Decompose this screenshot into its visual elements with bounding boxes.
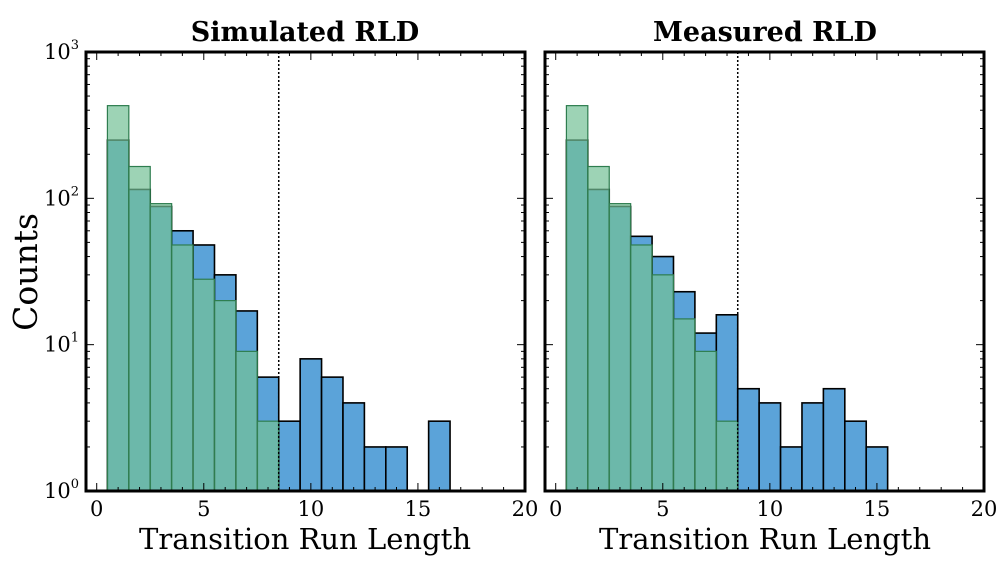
right-tick-labels: 0 5 10 15 20: [549, 497, 997, 521]
right-green-bar: [715, 420, 739, 492]
left-x-tick-label: 20: [512, 497, 539, 521]
left-green-bar: [256, 420, 280, 492]
right-green-bar: [630, 244, 653, 492]
right-x-tick-label: 5: [656, 497, 669, 521]
left-x-axis-label: Transition Run Length: [139, 522, 471, 556]
left-blue-bar: [385, 446, 409, 492]
left-y-tick-label: 102: [44, 184, 79, 210]
right-x-tick-label: 0: [549, 497, 562, 521]
left-blue-bar: [427, 420, 451, 492]
left-blue-bar: [299, 358, 323, 492]
left-green-bar: [213, 300, 237, 492]
right-x-tick-label: 10: [756, 497, 783, 521]
right-x-tick-label: 20: [971, 497, 998, 521]
left-x-tick-label: 10: [297, 497, 324, 521]
right-blue-bar: [779, 446, 803, 492]
right-green-bar: [587, 165, 610, 492]
left-y-tick-label: 103: [44, 38, 79, 64]
right-green-bar: [672, 318, 696, 492]
right-x-tick-label: 15: [864, 497, 891, 521]
right-blue-bar: [801, 402, 825, 492]
left-green-bar: [149, 203, 173, 492]
left-x-tick-label: 5: [197, 497, 210, 521]
right-panel-bars: [565, 105, 889, 492]
right-blue-bar: [736, 387, 760, 492]
left-plot-frame: [84, 50, 527, 493]
right-blue-bar: [844, 420, 868, 492]
right-x-axis-label: Transition Run Length: [599, 522, 931, 556]
right-green-bar: [651, 274, 675, 492]
right-blue-bar: [758, 402, 782, 492]
left-green-bar: [128, 165, 151, 492]
right-green-bar: [565, 105, 589, 492]
y-axis-label: Counts: [6, 213, 45, 331]
left-panel: Simulated RLD 0 5 10 15 20 100 101 102 103 Trans…: [44, 17, 538, 556]
left-green-bar: [192, 278, 216, 492]
left-y-tick-label: 100: [44, 477, 79, 503]
right-plot-frame: [543, 50, 986, 493]
left-x-tick-label: 0: [90, 497, 103, 521]
left-green-bar: [171, 244, 194, 492]
right-panel: Measured RLD 0 5 10 15 20 Transition Run Len…: [543, 17, 997, 556]
right-green-bar: [694, 350, 717, 492]
left-panel-title: Simulated RLD: [191, 17, 419, 48]
left-green-bar: [235, 350, 258, 492]
left-y-tick-label: 101: [44, 331, 79, 357]
right-blue-bar: [822, 387, 846, 492]
left-blue-bar: [277, 420, 301, 492]
right-panel-title: Measured RLD: [653, 17, 877, 48]
left-blue-bar: [320, 376, 344, 492]
left-blue-bar: [363, 446, 387, 492]
left-x-tick-label: 15: [405, 497, 432, 521]
left-tick-labels: 0 5 10 15 20 100 101 102 103: [44, 38, 538, 521]
left-green-bar: [106, 105, 130, 492]
left-panel-bars: [106, 105, 451, 492]
left-blue-bar: [342, 402, 366, 492]
right-green-bar: [608, 203, 632, 492]
